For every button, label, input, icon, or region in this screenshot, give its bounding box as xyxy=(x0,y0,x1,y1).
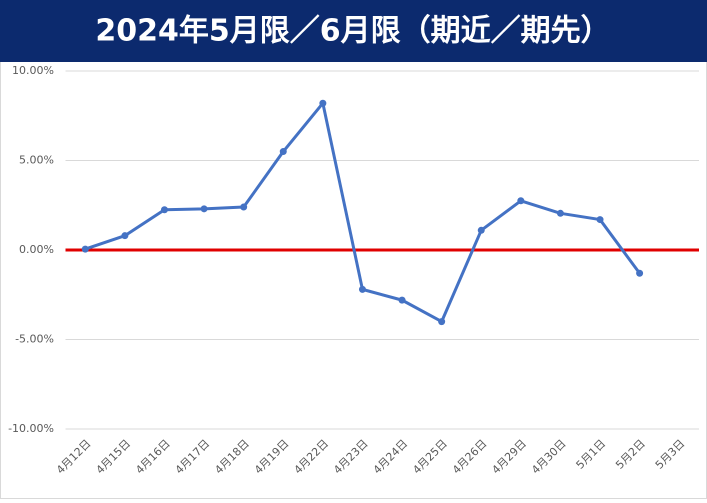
data-point xyxy=(240,203,248,211)
y-tick-label: 0.00% xyxy=(19,243,54,256)
data-point xyxy=(279,148,287,156)
data-point xyxy=(636,269,644,277)
data-point xyxy=(596,216,604,224)
chart-title: 2024年5月限／6月限（期近／期先） xyxy=(95,14,610,49)
data-point xyxy=(517,197,525,205)
y-tick-label: -10.00% xyxy=(8,422,54,435)
data-point xyxy=(121,232,129,240)
data-point xyxy=(438,318,446,326)
y-tick-label: -5.00% xyxy=(15,333,54,346)
data-point xyxy=(556,209,564,217)
data-point xyxy=(477,226,485,234)
title-banner xyxy=(0,0,707,62)
data-point xyxy=(358,285,366,293)
y-tick-label: 5.00% xyxy=(19,154,54,167)
data-point xyxy=(200,205,208,213)
data-point xyxy=(81,245,89,253)
data-point xyxy=(398,296,406,304)
data-point xyxy=(319,99,327,107)
data-point xyxy=(160,206,168,214)
y-tick-label: 10.00% xyxy=(12,64,54,77)
